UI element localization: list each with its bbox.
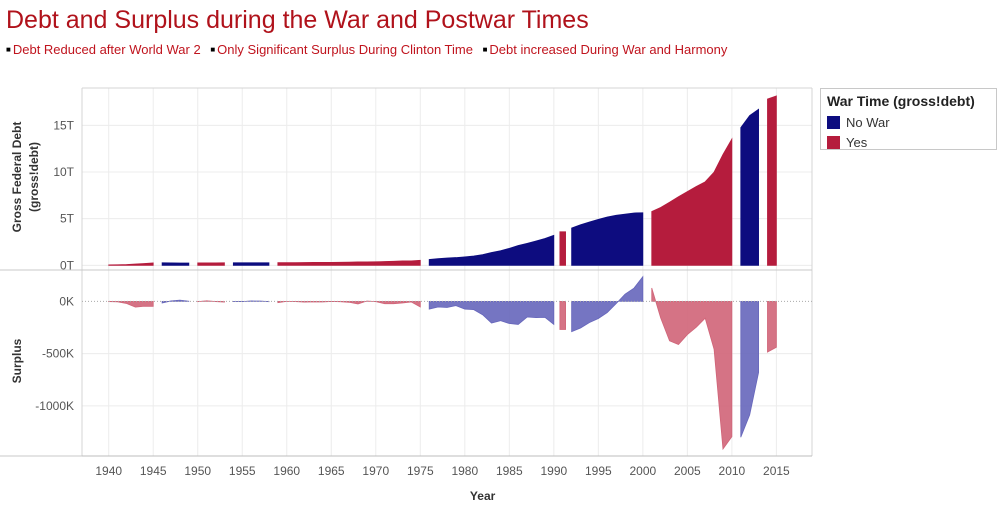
surplus-area-war <box>108 300 154 308</box>
surplus-area-war <box>559 300 566 330</box>
note-bullet: ■ <box>6 45 11 54</box>
legend: War Time (gross!debt) No War Yes <box>820 88 997 150</box>
legend-label-yes: Yes <box>846 135 868 150</box>
debt-area-war <box>108 262 154 266</box>
x-tick-label: 1985 <box>496 464 523 478</box>
x-tick-label: 2010 <box>719 464 746 478</box>
note-2: Only Significant Surplus During Clinton … <box>217 42 473 57</box>
bottom-y-tick-label: -1000K <box>35 399 74 413</box>
surplus-area-no-war <box>428 300 555 326</box>
debt-area-war <box>559 231 566 266</box>
x-tick-label: 1955 <box>229 464 256 478</box>
x-tick-label: 1995 <box>585 464 612 478</box>
x-tick-label: 1965 <box>318 464 345 478</box>
x-tick-label: 2000 <box>630 464 657 478</box>
x-axis-title: Year <box>470 489 496 503</box>
top-y-axis-title-line-2: (gross!debt) <box>27 142 41 212</box>
surplus-area-war <box>197 300 225 303</box>
surplus-area-war <box>767 300 777 353</box>
note-3: Debt increased During War and Harmony <box>489 42 728 57</box>
surplus-area-no-war <box>571 275 644 333</box>
top-y-tick-label: 5T <box>60 212 75 226</box>
x-tick-label: 1940 <box>95 464 122 478</box>
debt-area-no-war <box>428 234 555 266</box>
legend-title: War Time (gross!debt) <box>827 93 975 109</box>
x-tick-label: 1945 <box>140 464 167 478</box>
x-tick-label: 1970 <box>362 464 389 478</box>
surplus-area-war <box>651 287 733 451</box>
x-tick-label: 1980 <box>451 464 478 478</box>
surplus-area-no-war <box>161 299 190 304</box>
debt-area-war <box>197 262 225 266</box>
x-tick-label: 1950 <box>184 464 211 478</box>
top-y-axis-title: Gross Federal Debt <box>10 122 24 233</box>
note-bullet: ■ <box>482 45 488 54</box>
chart-notes: ■ Debt Reduced after World War 2 ■ Only Si… <box>6 42 727 57</box>
bottom-y-axis-title: Surplus <box>10 338 24 383</box>
debt-area-war <box>277 259 421 266</box>
top-y-tick-label: 10T <box>53 165 74 179</box>
x-tick-label: 1975 <box>407 464 434 478</box>
x-tick-label: 2015 <box>763 464 790 478</box>
debt-area-no-war <box>232 262 270 266</box>
chart-title: Debt and Surplus during the War and Post… <box>6 6 589 34</box>
x-tick-label: 1960 <box>273 464 300 478</box>
debt-area-war <box>651 137 733 266</box>
debt-area-no-war <box>571 212 644 266</box>
debt-area-no-war <box>161 262 190 266</box>
x-tick-label: 2005 <box>674 464 701 478</box>
debt-area-no-war <box>740 108 759 266</box>
x-tick-label: 1990 <box>540 464 567 478</box>
top-y-tick-label: 0T <box>60 258 75 272</box>
debt-area-war <box>767 95 777 266</box>
bottom-y-tick-label: 0K <box>59 294 74 308</box>
surplus-area-war <box>277 300 421 308</box>
note-bullet: ■ <box>210 45 216 54</box>
legend-swatch-yes <box>827 136 840 149</box>
bottom-y-tick-label: -500K <box>42 347 74 361</box>
legend-swatch-no-war <box>827 116 840 129</box>
legend-label-no-war: No War <box>846 115 890 130</box>
note-1: Debt Reduced after World War 2 <box>12 42 201 57</box>
surplus-area-no-war <box>740 300 759 438</box>
top-y-tick-label: 15T <box>53 118 74 132</box>
